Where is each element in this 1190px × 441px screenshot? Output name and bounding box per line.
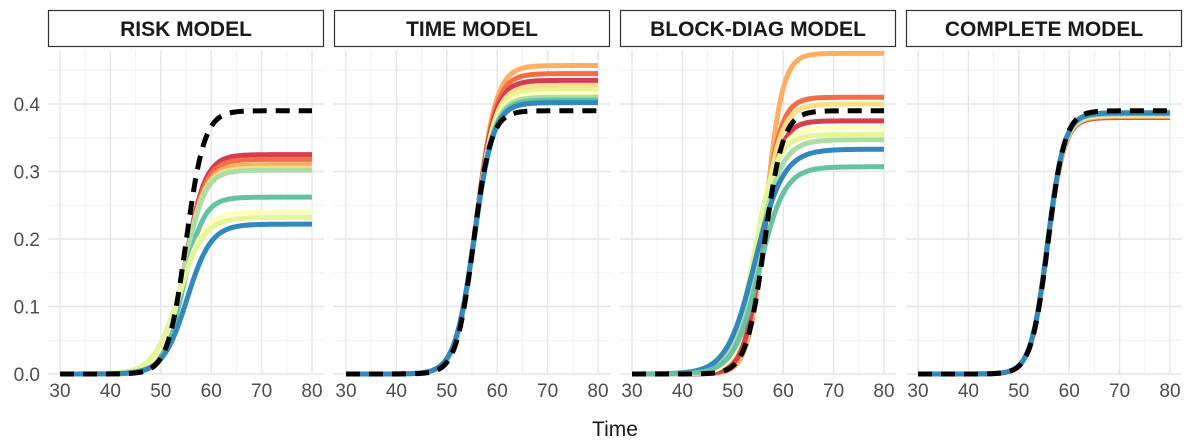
x-tick-label: 70 <box>1109 381 1130 402</box>
x-tick-label: 80 <box>301 381 322 402</box>
gridlines <box>906 50 1182 375</box>
x-tick-label: 40 <box>672 381 693 402</box>
x-tick-label: 40 <box>386 381 407 402</box>
panels: RISK MODEL 30 40 50 60 70 80 TIME MODEL 30 40 50 60… <box>47 9 1183 402</box>
x-tick-label: 80 <box>587 381 608 402</box>
panel: RISK MODEL 30 40 50 60 70 80 <box>47 9 325 402</box>
x-tick-label: 40 <box>100 381 121 402</box>
x-tick-label: 50 <box>150 381 171 402</box>
y-tick-label: 0.2 <box>14 230 40 251</box>
x-tick-label: 60 <box>1059 381 1080 402</box>
y-tick-label: 0.1 <box>14 298 40 319</box>
x-tick-label: 80 <box>873 381 894 402</box>
x-tick-label: 30 <box>335 381 356 402</box>
series-line <box>916 110 1172 377</box>
panel-title: BLOCK-DIAG MODEL <box>650 18 866 41</box>
x-tick-label: 70 <box>823 381 844 402</box>
x-axis-title: Time <box>592 418 638 441</box>
y-axis: 0.0 0.1 0.2 0.3 0.4 <box>14 95 41 386</box>
series-line <box>58 221 314 377</box>
x-tick-label: 50 <box>722 381 743 402</box>
reference-dashed-line <box>346 108 598 377</box>
panel-strip <box>905 9 1183 48</box>
y-tick-label: 0.0 <box>14 365 40 386</box>
panel-title: COMPLETE MODEL <box>945 18 1144 41</box>
x-tick-label: 70 <box>251 381 272 402</box>
panel-strip <box>619 9 897 48</box>
x-tick-label: 80 <box>1159 381 1180 402</box>
x-tick-label: 50 <box>436 381 457 402</box>
panel: BLOCK-DIAG MODEL 30 40 50 60 70 80 <box>619 9 897 402</box>
x-tick-label: 60 <box>201 381 222 402</box>
panel: COMPLETE MODEL 30 40 50 60 70 80 <box>905 9 1183 402</box>
y-tick-label: 0.4 <box>14 95 41 116</box>
x-tick-label: 50 <box>1008 381 1029 402</box>
x-tick-label: 30 <box>907 381 928 402</box>
x-tick-label: 60 <box>773 381 794 402</box>
x-tick-label: 70 <box>537 381 558 402</box>
panel-title: RISK MODEL <box>120 18 252 41</box>
x-tick-label: 60 <box>487 381 508 402</box>
series-line <box>630 164 886 377</box>
panel-strip <box>47 9 325 48</box>
y-tick-label: 0.3 <box>14 163 40 184</box>
x-tick-label: 40 <box>958 381 979 402</box>
panel-title: TIME MODEL <box>406 18 538 41</box>
reference-dashed-line <box>632 108 884 377</box>
panel: TIME MODEL 30 40 50 60 70 80 <box>333 9 611 402</box>
x-tick-label: 30 <box>621 381 642 402</box>
panel-strip <box>333 9 611 48</box>
x-tick-label: 30 <box>49 381 70 402</box>
